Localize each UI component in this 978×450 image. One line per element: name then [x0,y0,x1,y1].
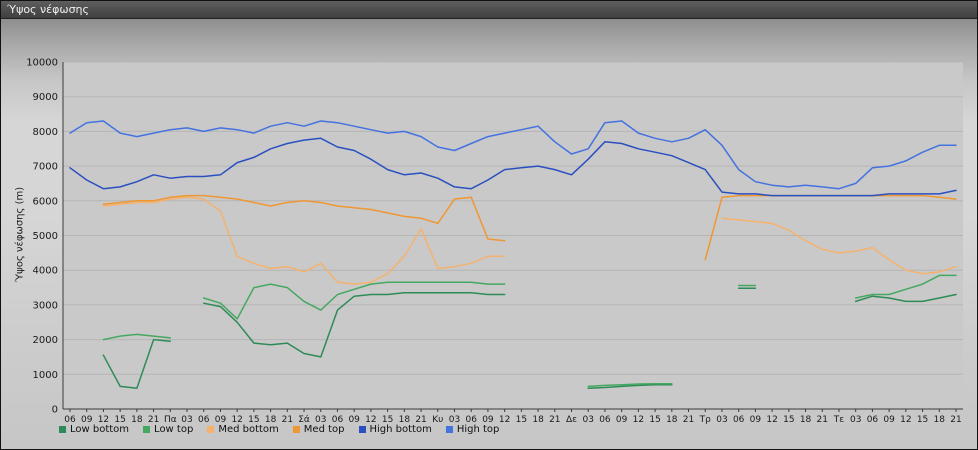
x-tick-label: 21 [148,415,159,425]
x-tick-label: Δε [566,415,577,425]
legend-label: High bottom [369,424,432,435]
x-tick-label: Πα [164,415,177,425]
x-tick-label: Τρ [699,415,711,425]
x-tick-label: 12 [365,415,376,425]
chart-area: 0 1000 2000 3000 4000 5000 6000 7000 8000 9000 100… [1,19,977,449]
legend-label: Med bottom [218,424,279,435]
x-tick-label: 15 [649,415,660,425]
x-tick-label: 09 [616,415,628,425]
x-tick-label: 09 [215,415,227,425]
legend-item-low-top: Low top [143,424,193,435]
x-tick-label: 06 [465,415,477,425]
y-tick-label: 1000 [33,370,58,381]
legend-swatch [207,426,215,433]
legend-swatch [358,426,366,433]
x-tick-label: 06 [599,415,611,425]
x-tick-label: 18 [934,415,946,425]
x-tick-label: 15 [248,415,259,425]
x-tick-label: 06 [332,415,344,425]
x-tick-label: 18 [800,415,812,425]
x-tick-label: 18 [399,415,411,425]
x-tick-label: 18 [532,415,544,425]
series-line-low-bottom [102,287,957,389]
x-tick-label: 15 [114,415,125,425]
y-tick-label: 8000 [33,127,58,138]
x-tick-label: 15 [783,415,794,425]
legend-swatch [445,426,453,433]
legend-swatch [292,426,300,433]
x-tick-label: 12 [499,415,510,425]
x-tick-label: 03 [181,415,192,425]
series-line-high-top [69,120,957,190]
y-tick-label: 3000 [33,300,58,311]
x-tick-label: Κυ [432,415,443,425]
legend-item-med-bottom: Med bottom [207,424,279,435]
series-line-low-top [102,274,957,388]
y-tick-label: 2000 [33,335,58,346]
y-tick-label: 4000 [33,266,58,277]
x-tick-label: 21 [950,415,961,425]
x-tick-label: 06 [867,415,879,425]
legend-item-low-bottom: Low bottom [59,424,129,435]
x-tick-label: 21 [683,415,694,425]
x-tick-label: 15 [917,415,928,425]
x-tick-label: 18 [666,415,678,425]
y-tick-label: 10000 [26,58,58,69]
x-tick-label: Σά [298,415,310,425]
x-tick-label: 12 [766,415,777,425]
x-tick-label: 09 [750,415,762,425]
chart-legend: Low bottom Low top Med bottom Med top High b… [59,424,499,435]
x-tick-label: 12 [231,415,242,425]
legend-item-high-bottom: High bottom [358,424,432,435]
x-tick-label: 18 [131,415,143,425]
x-tick-label: 21 [817,415,828,425]
legend-label: High top [456,424,500,435]
y-tick-label: 7000 [33,162,58,173]
legend-item-high-top: High top [445,424,500,435]
x-tick-label: 09 [883,415,895,425]
x-tick-label: 03 [449,415,460,425]
y-tick-label: 0 [52,405,58,416]
x-tick-label: 03 [315,415,326,425]
x-tick-label: 15 [516,415,527,425]
x-tick-label: 12 [98,415,109,425]
x-tick-label: 09 [348,415,360,425]
x-tick-label: 06 [733,415,745,425]
x-tick-label: 21 [282,415,293,425]
series-line-med-bottom [102,196,957,285]
x-tick-label: 06 [198,415,210,425]
y-axis-label: Ύψος νέφωσης (m) [14,186,26,283]
x-tick-label: 21 [549,415,560,425]
cloud-height-chart: 0 1000 2000 3000 4000 5000 6000 7000 8000 9000 100… [26,58,963,425]
y-tick-label: 6000 [33,196,58,207]
x-tick-label: 12 [633,415,644,425]
x-tick-label: 09 [482,415,494,425]
legend-swatch [59,426,66,433]
y-tick-label: 5000 [33,231,58,242]
legend-item-med-top: Med top [292,424,345,435]
x-tick-label: 03 [716,415,727,425]
legend-label: Med top [303,424,345,435]
series-line-high-bottom [69,137,957,197]
legend-label: Low top [154,424,194,435]
x-tick-label: 06 [64,415,76,425]
y-tick-label: 9000 [33,92,58,103]
x-tick-label: 09 [81,415,93,425]
window-title: Ύψος νέφωσης [7,3,89,16]
legend-swatch [143,426,151,433]
x-tick-label: 21 [415,415,426,425]
window-titlebar: Ύψος νέφωσης [1,1,977,19]
x-tick-label: 03 [850,415,861,425]
x-tick-label: 03 [582,415,593,425]
x-tick-label: 15 [382,415,393,425]
x-tick-label: 18 [265,415,277,425]
legend-label: Low bottom [70,424,130,435]
x-tick-label: Τε [833,415,844,425]
x-tick-label: 12 [900,415,911,425]
